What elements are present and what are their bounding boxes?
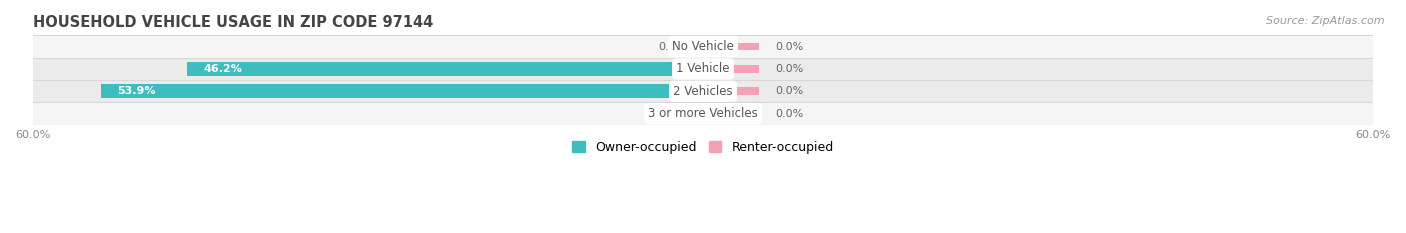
Text: HOUSEHOLD VEHICLE USAGE IN ZIP CODE 97144: HOUSEHOLD VEHICLE USAGE IN ZIP CODE 9714… bbox=[32, 15, 433, 30]
Legend: Owner-occupied, Renter-occupied: Owner-occupied, Renter-occupied bbox=[568, 136, 838, 159]
Bar bbox=[32, 80, 1374, 103]
Text: 3 or more Vehicles: 3 or more Vehicles bbox=[648, 107, 758, 120]
Text: 46.2%: 46.2% bbox=[204, 64, 242, 74]
Text: 1 Vehicle: 1 Vehicle bbox=[676, 62, 730, 75]
Text: 0.0%: 0.0% bbox=[776, 41, 804, 51]
Text: 0.0%: 0.0% bbox=[776, 86, 804, 96]
Bar bbox=[669, 87, 703, 95]
Bar bbox=[703, 43, 759, 50]
Text: 0.0%: 0.0% bbox=[776, 109, 804, 119]
Bar bbox=[669, 110, 703, 117]
Text: Source: ZipAtlas.com: Source: ZipAtlas.com bbox=[1267, 16, 1385, 26]
Bar bbox=[703, 87, 759, 95]
Bar bbox=[32, 58, 1374, 80]
Bar bbox=[669, 43, 703, 50]
Text: 53.9%: 53.9% bbox=[118, 86, 156, 96]
Bar bbox=[669, 65, 703, 73]
Bar bbox=[32, 35, 1374, 58]
Bar bbox=[101, 84, 703, 98]
Bar bbox=[703, 110, 759, 117]
Text: No Vehicle: No Vehicle bbox=[672, 40, 734, 53]
Bar bbox=[703, 65, 759, 73]
Text: 0.0%: 0.0% bbox=[658, 109, 686, 119]
Bar bbox=[187, 62, 703, 76]
Bar bbox=[32, 103, 1374, 125]
Text: 0.0%: 0.0% bbox=[776, 64, 804, 74]
Text: 2 Vehicles: 2 Vehicles bbox=[673, 85, 733, 98]
Text: 0.0%: 0.0% bbox=[658, 41, 686, 51]
